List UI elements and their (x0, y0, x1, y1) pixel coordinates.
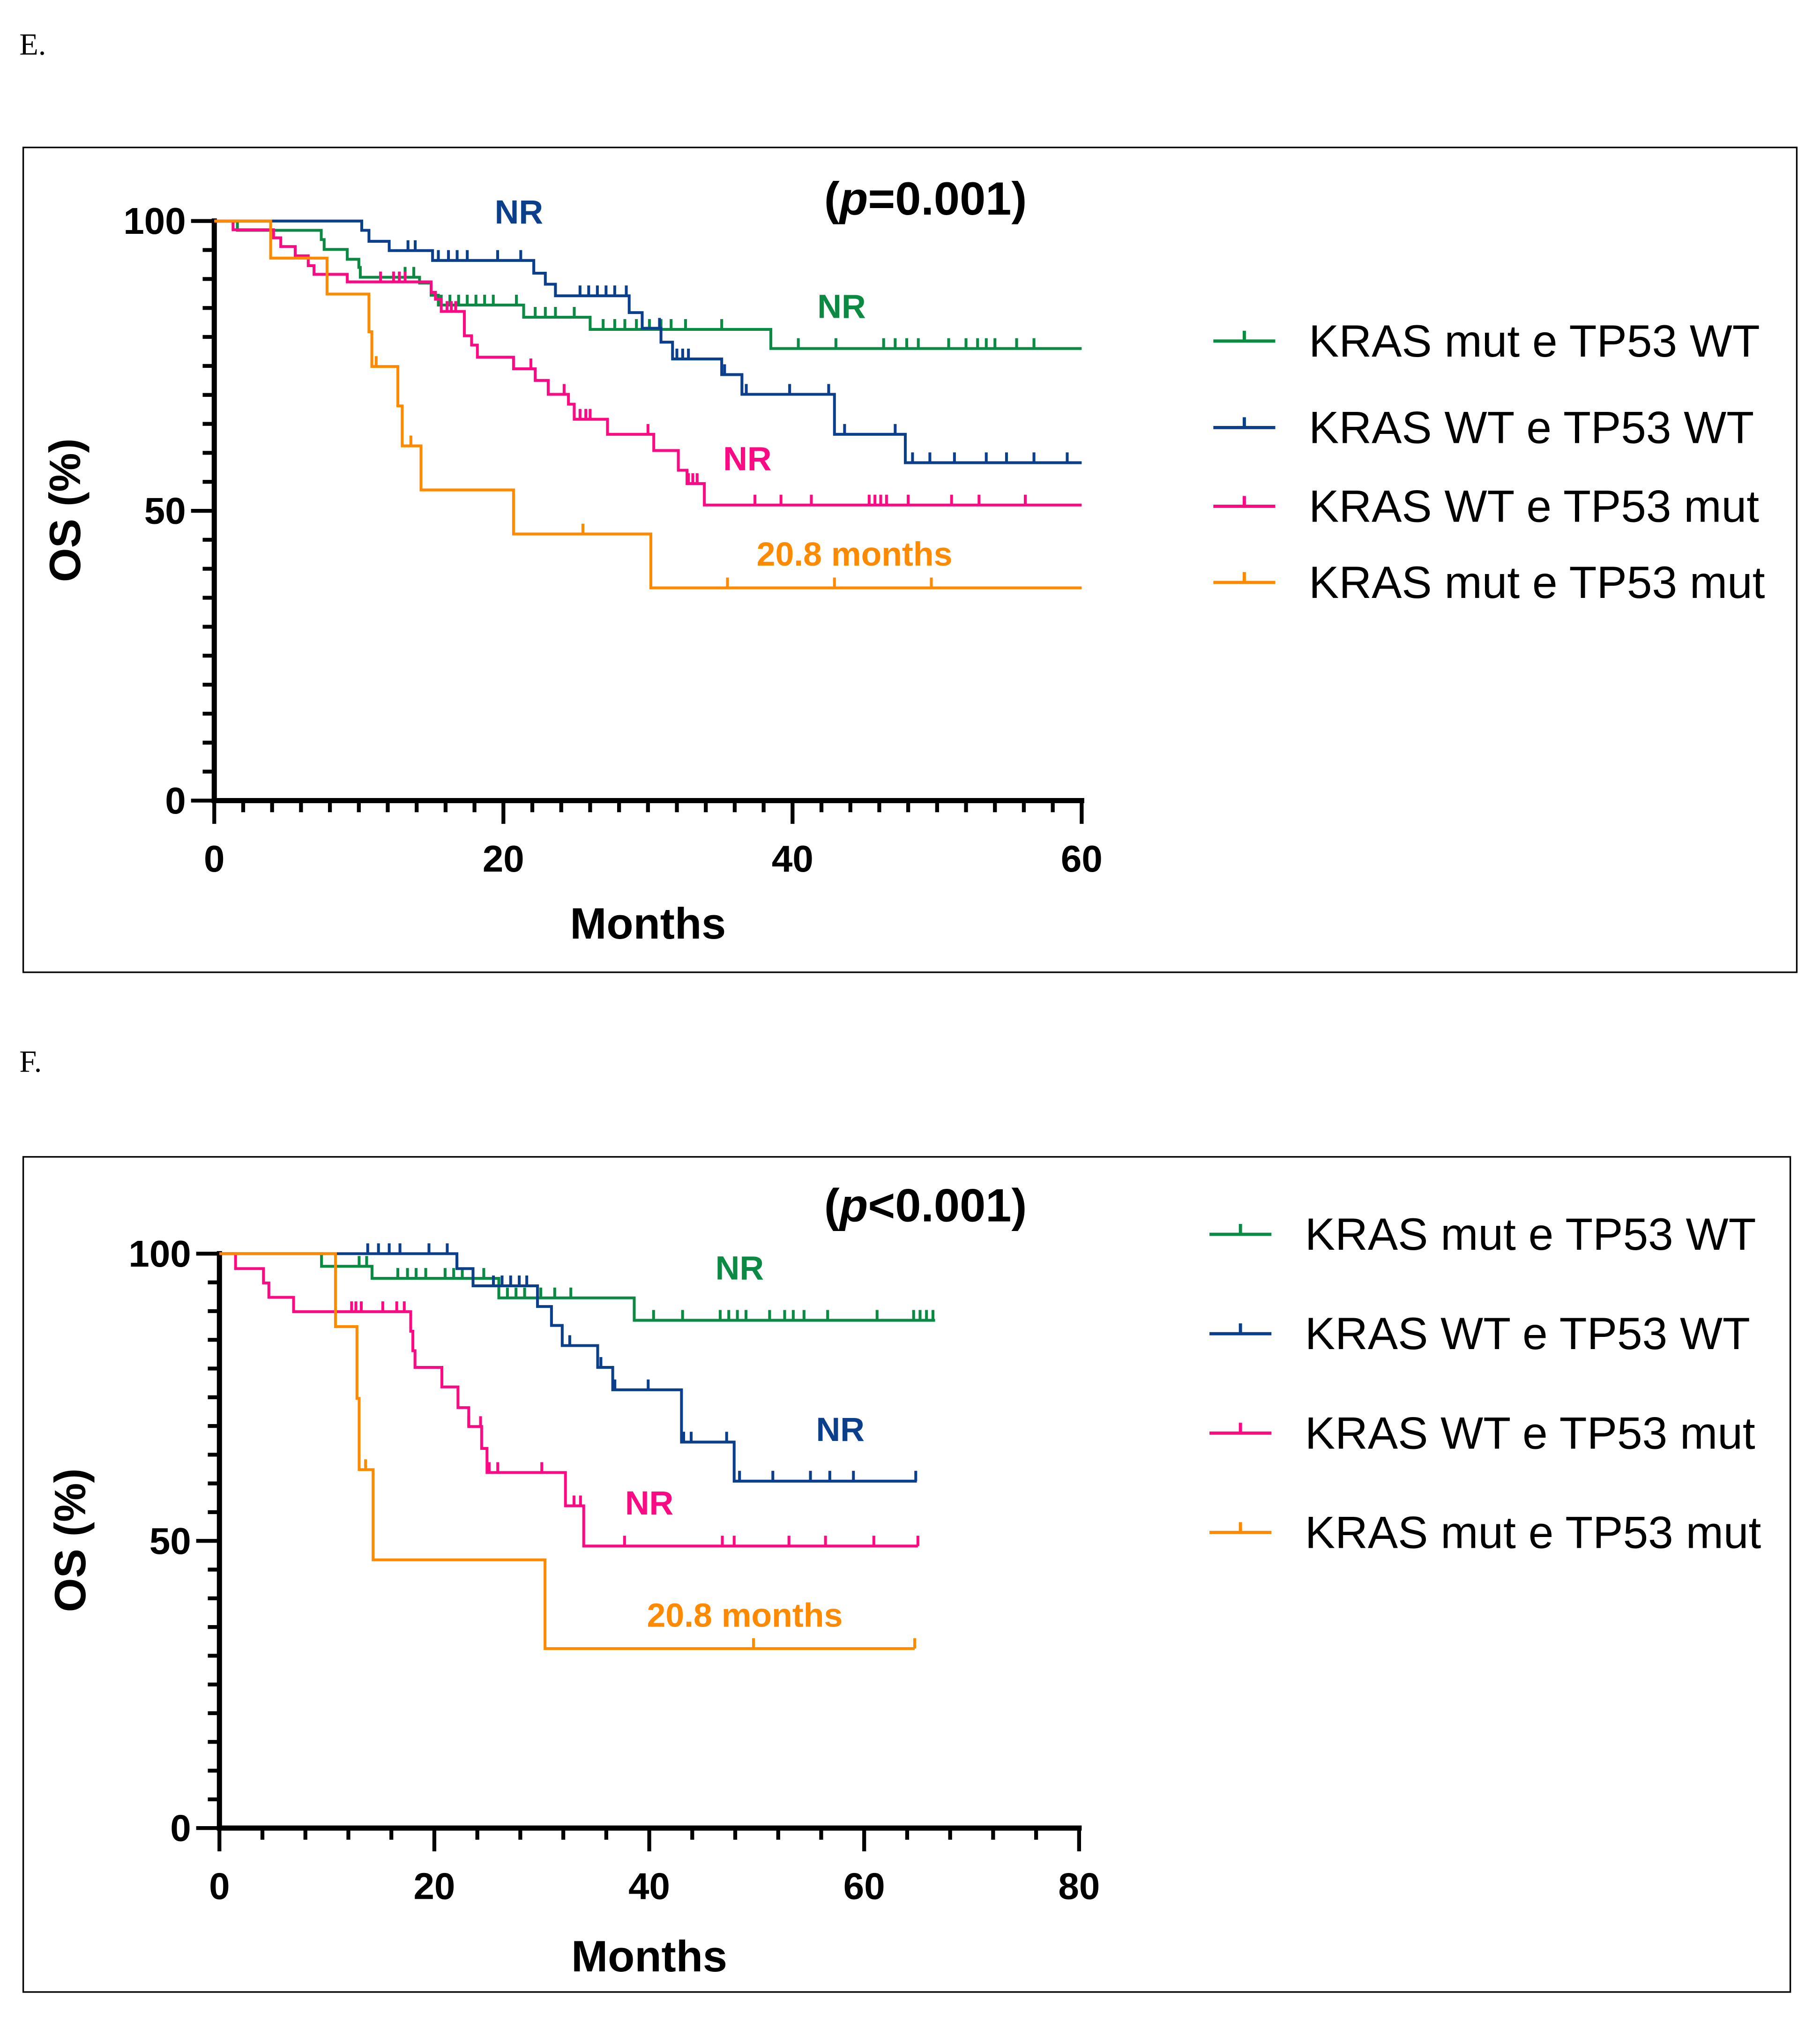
x-tick-label: 0 (209, 1865, 230, 1907)
x-tick-label: 60 (843, 1865, 885, 1907)
x-tick-label: 40 (628, 1865, 670, 1907)
p-rest: =0.001) (868, 173, 1027, 225)
x-tick-label: 80 (1058, 1865, 1100, 1907)
panel-label: E. (19, 27, 46, 61)
series-3: 20.8 months KRAS mut e TP53 mut (214, 219, 1765, 608)
series-2: NR KRAS WT e TP53 mut (219, 1252, 1755, 1548)
y-axis-title: OS (%) (40, 438, 90, 582)
survival-curve (214, 219, 1082, 350)
median-annotation: NR (495, 194, 543, 231)
p-value: (p=0.001) (824, 173, 1027, 225)
x-tick-label: 40 (772, 838, 813, 880)
y-tick-label: 100 (128, 1233, 191, 1275)
x-tick-label: 60 (1061, 838, 1103, 880)
legend-label: KRAS mut e TP53 mut (1305, 1507, 1761, 1558)
survival-curve (214, 219, 1082, 464)
x-tick-label: 20 (483, 838, 524, 880)
p-symbol: p (838, 1180, 868, 1232)
legend-label: KRAS mut e TP53 WT (1305, 1209, 1756, 1260)
panel-frame (22, 1156, 1791, 1993)
panel-e: E. 0 50 100 0 20 40 60 Months OS (%) (p=0.001) NR KR… (19, 27, 1798, 973)
legend-label: KRAS mut e TP53 mut (1309, 558, 1765, 608)
legend-label: KRAS WT e TP53 WT (1305, 1309, 1750, 1359)
legend-label: KRAS WT e TP53 mut (1309, 482, 1759, 532)
legend-label: KRAS WT e TP53 WT (1309, 403, 1754, 453)
x-tick-label: 20 (413, 1865, 455, 1907)
series-1: NR KRAS WT e TP53 WT (214, 194, 1754, 464)
series-1: NR KRAS WT e TP53 WT (219, 1243, 1750, 1483)
median-annotation: NR (716, 1249, 764, 1287)
median-annotation: NR (816, 1411, 865, 1448)
p-symbol: p (838, 173, 868, 225)
y-tick-label: 100 (123, 200, 186, 242)
y-tick-label: 50 (149, 1520, 191, 1562)
series-3: 20.8 months KRAS mut e TP53 mut (219, 1252, 1761, 1650)
median-annotation: NR (625, 1485, 673, 1522)
p-open: ( (824, 1180, 840, 1232)
series-0: NR KRAS mut e TP53 WT (219, 1209, 1756, 1322)
p-value: (p<0.001) (824, 1180, 1027, 1232)
survival-curve (219, 1252, 918, 1548)
survival-curve (219, 1252, 935, 1322)
legend-label: KRAS mut e TP53 WT (1309, 316, 1760, 366)
median-annotation: 20.8 months (757, 536, 953, 573)
y-tick-label: 50 (144, 490, 186, 532)
p-open: ( (824, 173, 840, 225)
survival-curve (214, 219, 1082, 507)
y-axis-title: OS (%) (45, 1468, 95, 1612)
x-axis-title: Months (571, 1932, 727, 1981)
survival-curve (219, 1252, 915, 1650)
y-tick-label: 0 (170, 1807, 191, 1849)
p-rest: <0.001) (868, 1180, 1027, 1232)
survival-curve (214, 219, 1082, 589)
series-0: NR KRAS mut e TP53 WT (214, 219, 1760, 366)
median-annotation: NR (817, 288, 865, 325)
x-axis-title: Months (570, 899, 726, 948)
x-tick-label: 0 (204, 838, 224, 880)
median-annotation: NR (723, 440, 771, 478)
series-2: NR KRAS WT e TP53 mut (214, 219, 1759, 532)
legend-label: KRAS WT e TP53 mut (1305, 1408, 1755, 1458)
survival-curve (219, 1252, 917, 1483)
panel-label: F. (19, 1045, 42, 1079)
y-tick-label: 0 (165, 780, 186, 821)
panel-frame (22, 147, 1798, 973)
median-annotation: 20.8 months (647, 1597, 843, 1634)
